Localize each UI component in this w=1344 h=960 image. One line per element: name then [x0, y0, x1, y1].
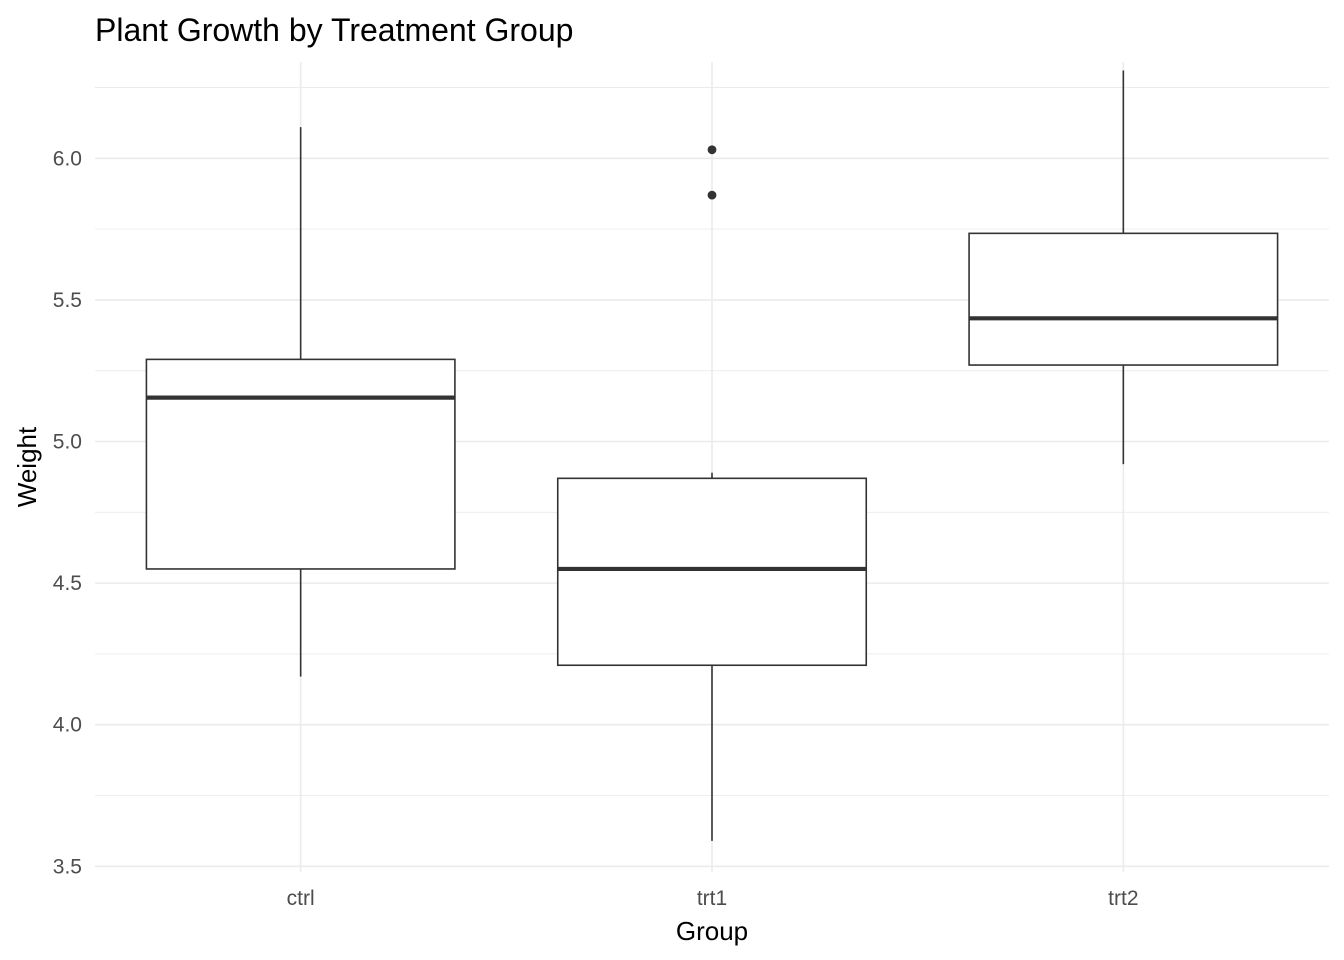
x-axis-title: Group	[676, 916, 748, 946]
y-tick-label: 3.5	[53, 855, 82, 878]
box-marks	[145, 70, 1279, 841]
box-trt1	[556, 145, 868, 841]
outlier-point	[707, 145, 717, 155]
y-tick-label: 6.0	[53, 147, 82, 170]
y-tick-label: 5.0	[53, 431, 82, 454]
interquartile-box	[968, 232, 1279, 366]
x-tick-label: ctrl	[287, 887, 315, 910]
x-axis-ticks: ctrl trt1 trt2	[287, 887, 1139, 910]
x-tick-label: trt2	[1108, 887, 1138, 910]
box-ctrl	[145, 127, 456, 677]
y-tick-label: 4.0	[53, 714, 82, 737]
chart-title: Plant Growth by Treatment Group	[95, 12, 573, 48]
y-axis-title: Weight	[12, 426, 42, 507]
outlier-point	[707, 190, 717, 200]
y-tick-label: 4.5	[53, 572, 82, 595]
interquartile-box	[556, 477, 868, 667]
y-tick-label: 5.5	[53, 289, 82, 312]
box-trt2	[968, 70, 1279, 465]
x-tick-label: trt1	[697, 887, 727, 910]
interquartile-box	[145, 358, 456, 570]
y-axis-ticks: 3.5 4.0 4.5 5.0 5.5 6.0	[53, 147, 82, 878]
